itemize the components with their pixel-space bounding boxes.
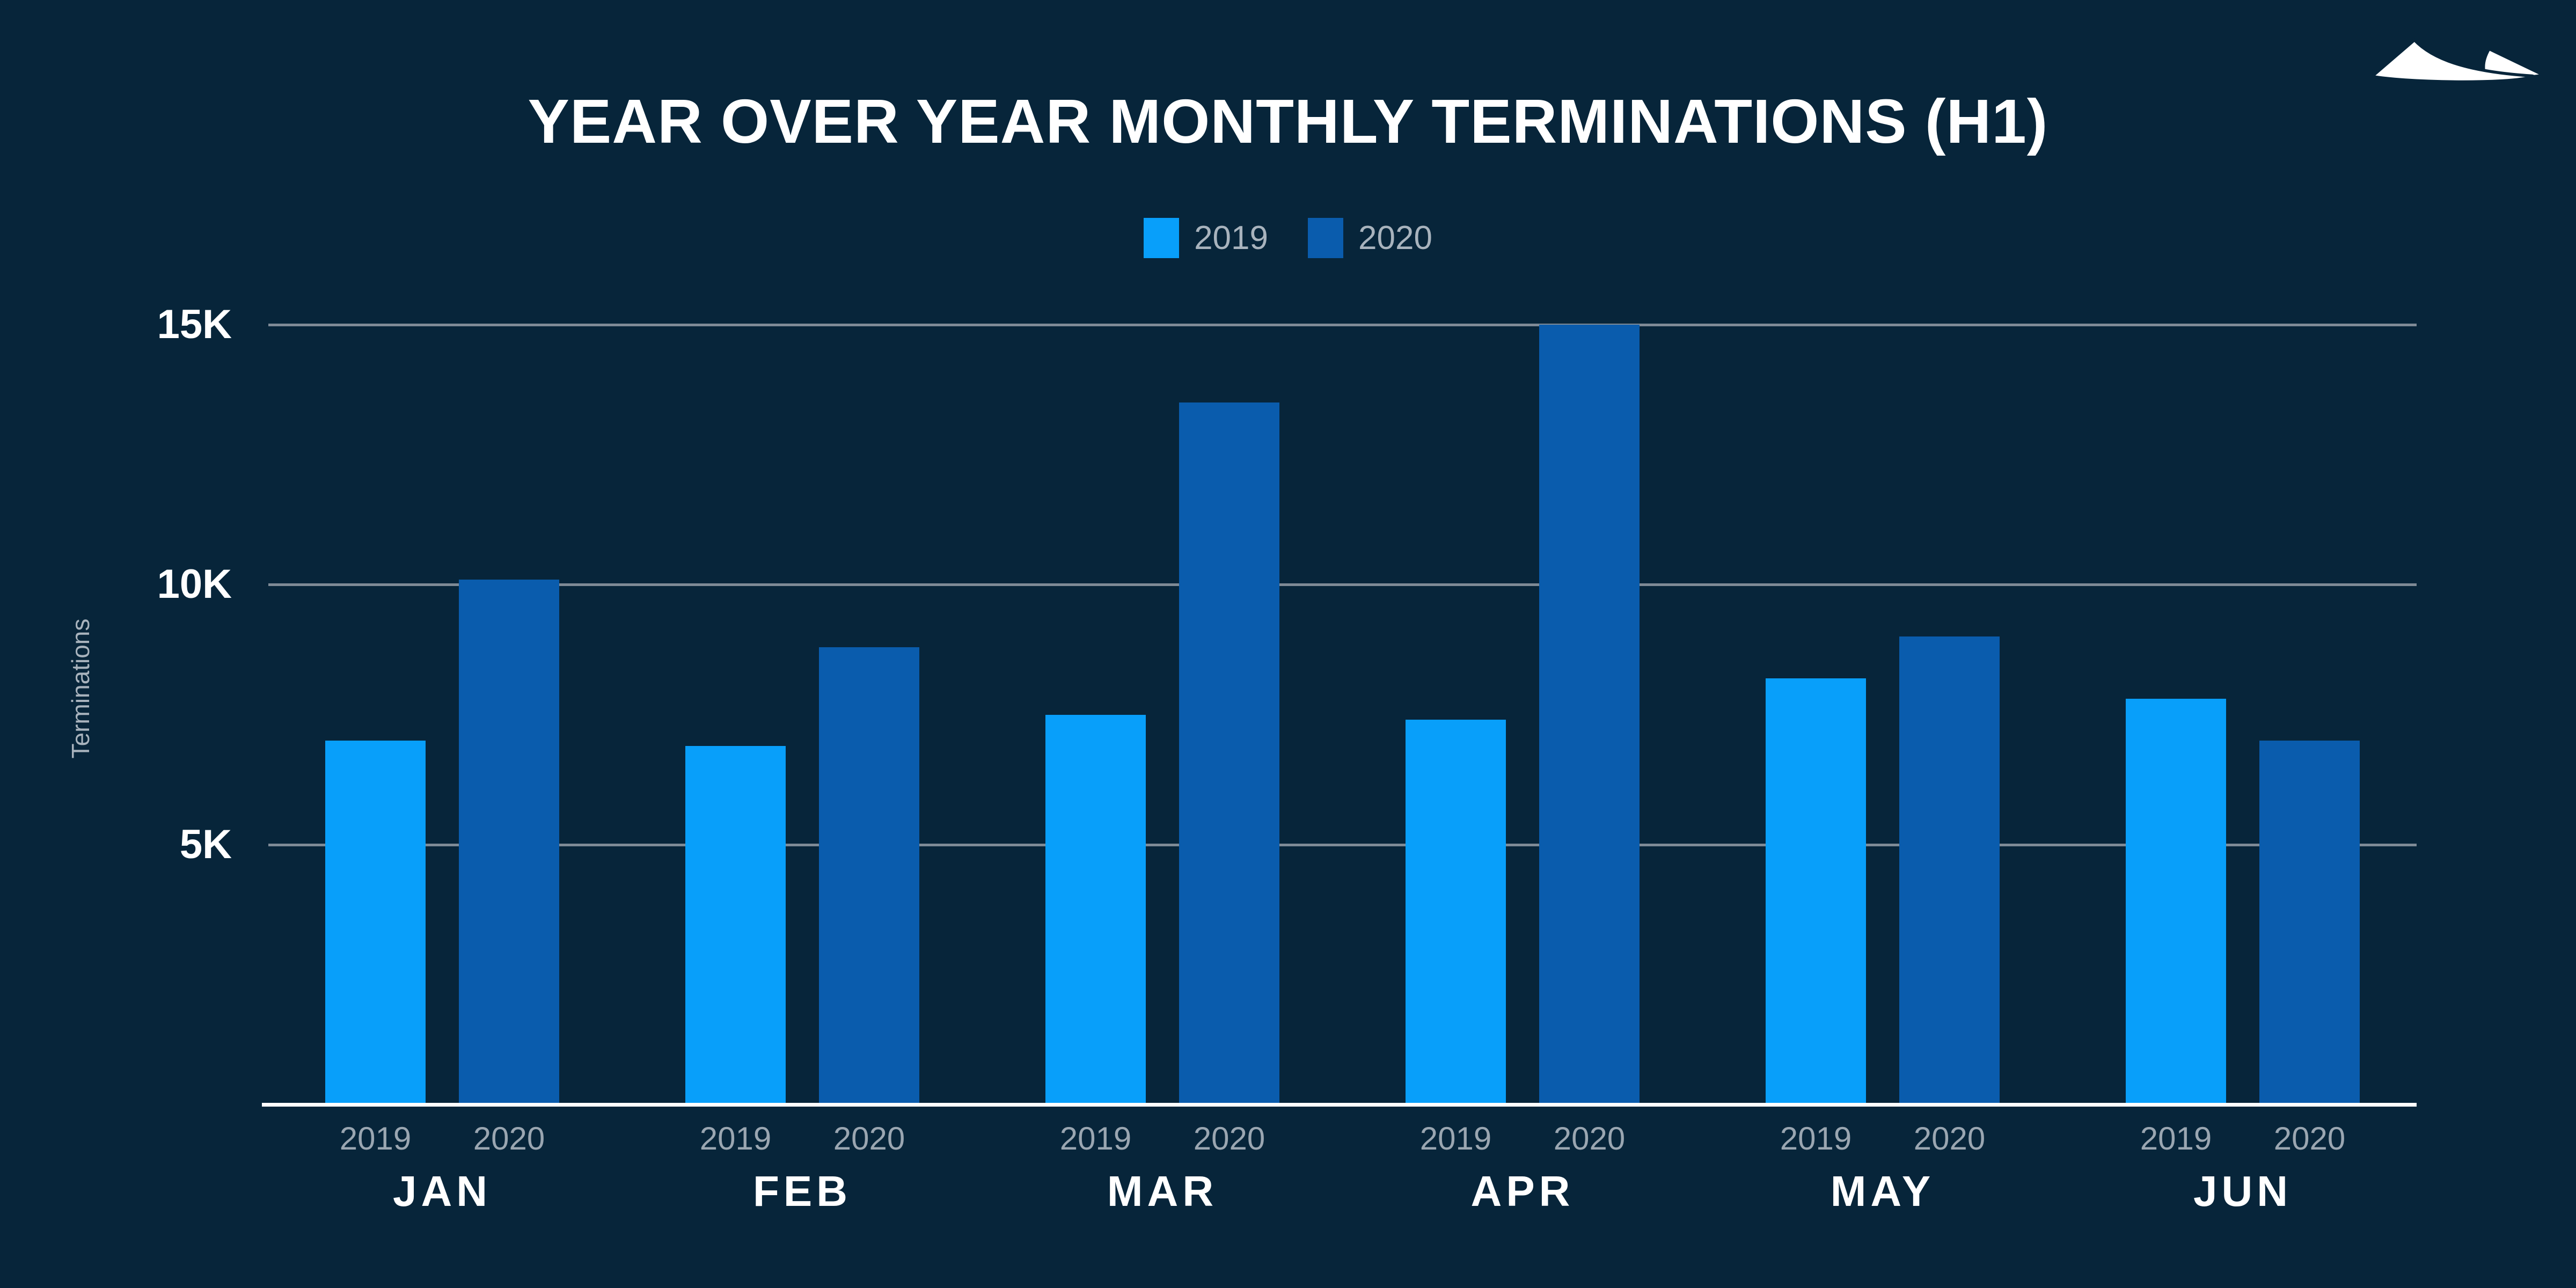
bar-jan-2019 bbox=[325, 740, 426, 1104]
bar-may-2019 bbox=[1766, 678, 1866, 1104]
bar-label-feb-2019: 2019 bbox=[699, 1121, 772, 1157]
y-axis-title: Terminations bbox=[67, 618, 94, 759]
month-label-feb: FEB bbox=[753, 1167, 852, 1215]
bar-label-apr-2020: 2020 bbox=[1553, 1121, 1626, 1157]
bar-apr-2019 bbox=[1406, 720, 1506, 1104]
gridline-10k bbox=[268, 583, 2417, 587]
legend-label-2019: 2019 bbox=[1194, 219, 1268, 257]
bar-label-jan-2020: 2020 bbox=[473, 1121, 545, 1157]
bar-feb-2020 bbox=[819, 647, 919, 1104]
chart-legend: 2019 2020 bbox=[0, 218, 2576, 258]
legend-swatch-2019 bbox=[1144, 218, 1180, 258]
bar-apr-2020 bbox=[1539, 325, 1640, 1104]
bar-label-jan-2019: 2019 bbox=[339, 1121, 412, 1157]
bar-jun-2020 bbox=[2259, 740, 2360, 1104]
bar-label-jun-2019: 2019 bbox=[2140, 1121, 2212, 1157]
legend-label-2020: 2020 bbox=[1358, 219, 1432, 257]
bar-label-may-2019: 2019 bbox=[1780, 1121, 1852, 1157]
bar-label-feb-2020: 2020 bbox=[833, 1121, 905, 1157]
y-tick-label-5k: 5K bbox=[179, 821, 232, 867]
month-label-jan: JAN bbox=[392, 1167, 492, 1215]
month-label-mar: MAR bbox=[1107, 1167, 1218, 1215]
month-label-apr: APR bbox=[1470, 1167, 1575, 1215]
bar-mar-2020 bbox=[1179, 402, 1279, 1104]
bar-jan-2020 bbox=[459, 579, 559, 1104]
bar-jun-2019 bbox=[2126, 699, 2226, 1104]
bar-mar-2019 bbox=[1045, 714, 1146, 1104]
mountains-logo-icon bbox=[2370, 38, 2539, 84]
bar-feb-2019 bbox=[685, 745, 786, 1104]
chart-title: YEAR OVER YEAR MONTHLY TERMINATIONS (H1) bbox=[528, 86, 2048, 156]
bar-label-apr-2019: 2019 bbox=[1419, 1121, 1492, 1157]
legend-swatch-2020 bbox=[1308, 218, 1343, 258]
bar-label-mar-2019: 2019 bbox=[1059, 1121, 1132, 1157]
legend-item-2020: 2020 bbox=[1308, 218, 1432, 258]
legend-item-2019: 2019 bbox=[1144, 218, 1268, 258]
gridline-5k bbox=[268, 843, 2417, 846]
gridline-15k bbox=[268, 324, 2417, 326]
bar-label-mar-2020: 2020 bbox=[1193, 1121, 1265, 1157]
bar-label-may-2020: 2020 bbox=[1913, 1121, 1986, 1157]
y-tick-label-15k: 15K bbox=[157, 302, 232, 347]
x-axis-line bbox=[262, 1103, 2417, 1107]
month-label-jun: JUN bbox=[2193, 1167, 2293, 1215]
bar-label-jun-2020: 2020 bbox=[2273, 1121, 2346, 1157]
month-label-may: MAY bbox=[1830, 1167, 1935, 1215]
bar-may-2020 bbox=[1899, 636, 2000, 1104]
y-tick-label-10k: 10K bbox=[157, 561, 232, 608]
